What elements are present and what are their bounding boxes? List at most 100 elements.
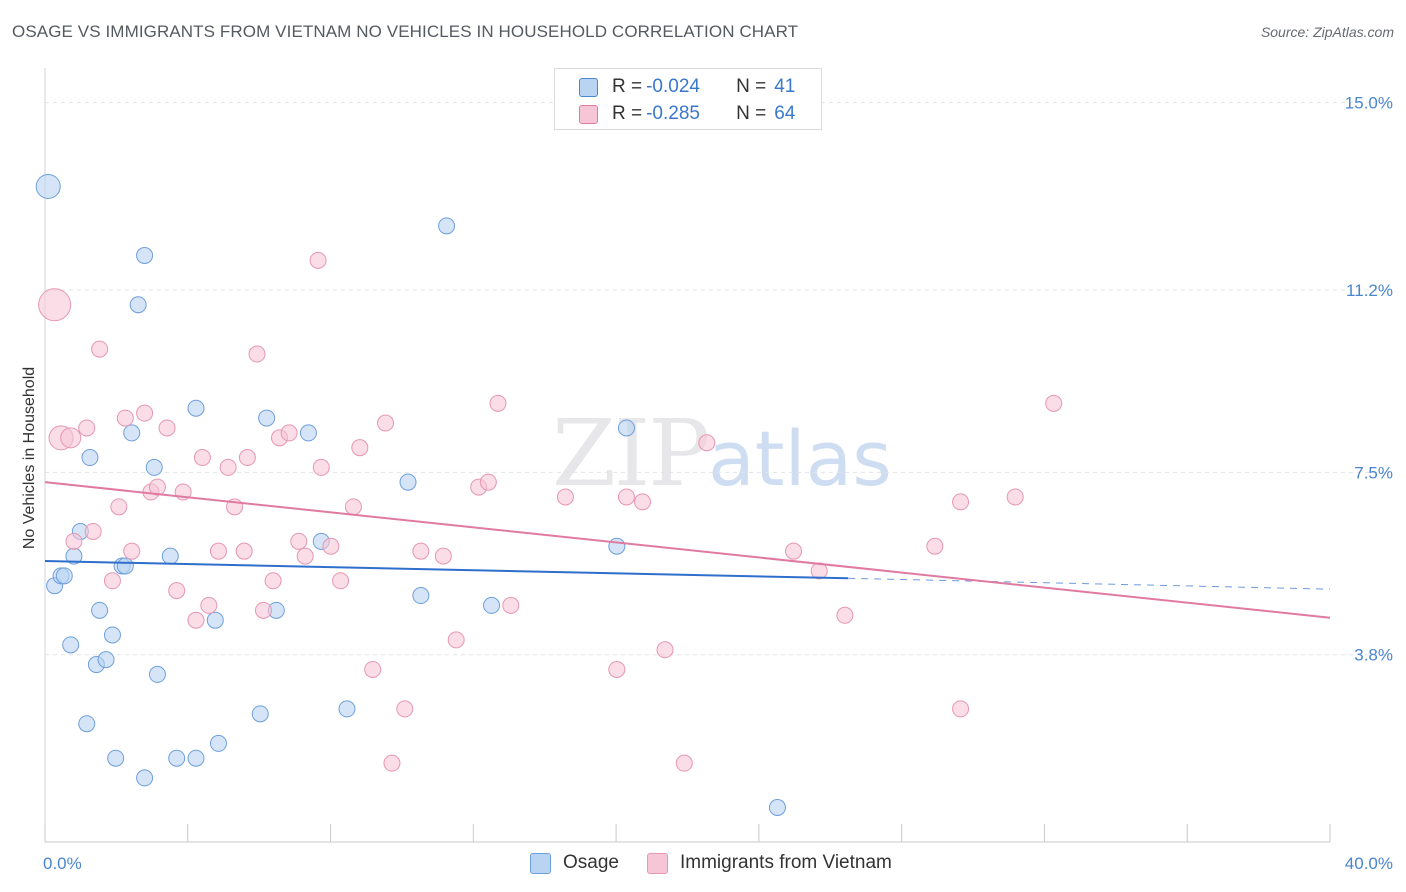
vietnam-point [238,449,256,467]
series-swatch-vietnam [646,852,668,874]
vietnam-point [1006,488,1024,506]
vietnam-point [396,700,414,718]
vietnam-trendline [44,481,1331,619]
osage-point [55,567,73,585]
osage-point [768,798,786,816]
osage-point [103,626,121,644]
legend-n-value: 41 [774,76,796,97]
legend-n-value: 64 [774,103,796,124]
osage-point [116,557,134,575]
osage-point [129,296,147,314]
chart-title: OSAGE VS IMMIGRANTS FROM VIETNAM NO VEHI… [12,22,799,41]
osage-point [412,587,430,605]
vietnam-point [434,547,452,565]
osage-point [81,449,99,467]
legend-r-value: -0.024 [646,76,700,97]
osage-point [299,424,317,442]
legend-swatch-osage [579,77,598,97]
vietnam-point [193,449,211,467]
osage-point [161,547,179,565]
osage-point [258,409,276,427]
osage-trendline [44,560,849,580]
vietnam-point [187,611,205,629]
legend-row-osage: R = -0.024 N = 41 [579,75,795,99]
osage-point [608,537,626,555]
series-legend: Osage Immigrants from Vietnam [530,852,920,874]
vietnam-point [332,572,350,590]
osage-point [97,651,115,669]
vietnam-point [312,458,330,476]
vietnam-point [617,488,635,506]
vietnam-point [38,288,72,322]
vietnam-point [158,419,176,437]
osage-point [148,665,166,683]
legend-n-label: N = [736,103,767,124]
vietnam-point [235,542,253,560]
legend-n-label: N = [736,76,767,97]
vietnam-point [952,493,970,511]
osage-point [438,217,456,235]
x-tick-label: 40.0% [1345,854,1393,873]
vietnam-point [209,542,227,560]
vietnam-point [84,522,102,540]
osage-point [35,173,61,199]
vietnam-point [447,631,465,649]
vietnam-point [148,478,166,496]
vietnam-point [364,660,382,678]
vietnam-point [556,488,574,506]
vietnam-point [91,340,109,358]
vietnam-point [116,409,134,427]
osage-point [399,473,417,491]
vietnam-point [280,424,298,442]
vietnam-point [952,700,970,718]
vietnam-point [1045,394,1063,412]
vietnam-point [110,498,128,516]
legend-r-label: R = [612,76,643,97]
y-tick-label: 15.0% [1345,94,1393,113]
osage-point [123,424,141,442]
stats-legend: R = -0.024 N = 41 R = -0.285 N = 64 [554,68,822,130]
osage-point [145,458,163,476]
vietnam-point [926,537,944,555]
y-tick-label: 11.2% [1346,281,1393,300]
osage-point [209,734,227,752]
osage-point [168,749,186,767]
osage-point [483,596,501,614]
y-axis-label: No Vehicles in Household [21,367,38,549]
osage-point [187,749,205,767]
vietnam-point [322,537,340,555]
x-tick-label: 0.0% [43,854,82,873]
vietnam-point [168,582,186,600]
legend-r-value: -0.285 [646,103,700,124]
vietnam-point [60,427,82,449]
vietnam-point [785,542,803,560]
vietnam-point [78,419,96,437]
legend-swatch-vietnam [579,104,598,124]
vietnam-point [608,660,626,678]
vietnam-point [123,542,141,560]
series-legend-label: Immigrants from Vietnam [679,852,892,873]
osage-point [136,769,154,787]
series-legend-vietnam: Immigrants from Vietnam [646,852,892,874]
vietnam-point [656,641,674,659]
vietnam-point [383,754,401,772]
vietnam-point [502,596,520,614]
osage-point [617,419,635,437]
vietnam-point [412,542,430,560]
watermark: ZIPatlas [552,400,892,507]
vietnam-point [264,572,282,590]
vietnam-point [296,547,314,565]
vietnam-point [309,251,327,269]
osage-point [338,700,356,718]
series-swatch-osage [530,852,551,874]
osage-point [136,246,154,264]
osage-point [78,715,96,733]
watermark-atlas: atlas [708,414,892,503]
vietnam-point [351,439,369,457]
vietnam-point [377,414,395,432]
osage-point [206,611,224,629]
osage-point [107,749,125,767]
legend-r-label: R = [612,103,643,124]
vietnam-point [675,754,693,772]
series-legend-osage: Osage [530,852,619,874]
